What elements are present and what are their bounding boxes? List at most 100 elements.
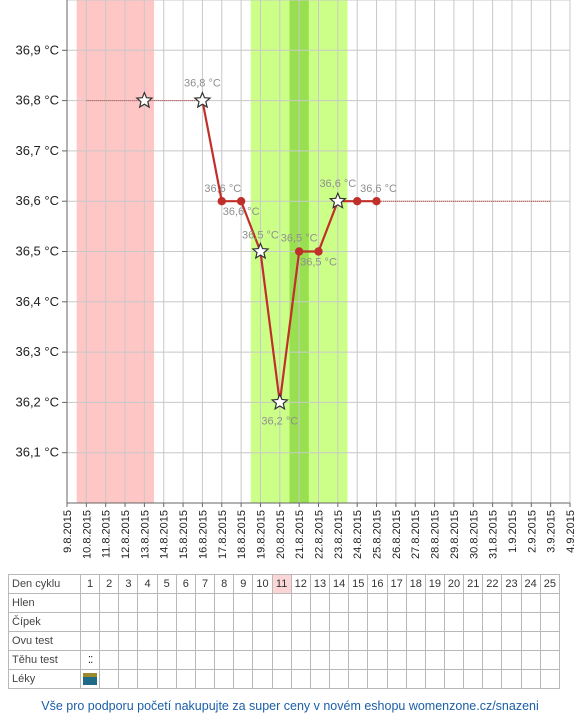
table-cell	[252, 612, 273, 632]
data-label: 36,6 °C	[204, 183, 241, 195]
table-cell	[271, 650, 292, 670]
x-tick-label: 9.8.2015	[62, 510, 74, 553]
x-tick-label: 21.8.2015	[294, 510, 306, 559]
table-row: Hlen	[8, 593, 561, 613]
table-cell	[405, 612, 426, 632]
table-cell	[175, 669, 196, 689]
table-cell	[405, 631, 426, 651]
table-cell	[156, 650, 177, 670]
table-cell	[463, 612, 484, 632]
row-label: Těhu test	[8, 650, 81, 670]
table-cell	[367, 612, 388, 632]
table-cell	[79, 612, 101, 632]
x-tick-label: 23.8.2015	[333, 510, 345, 559]
table-cell	[443, 631, 465, 651]
x-tick-label: 28.8.2015	[430, 510, 442, 559]
table-cell	[386, 612, 407, 632]
table-cell	[329, 593, 350, 613]
table-cell	[99, 612, 120, 632]
table-cell	[367, 650, 388, 670]
table-cell: 18	[405, 574, 426, 594]
promo-link[interactable]: Vše pro podporu početí nakupujte za supe…	[41, 699, 539, 713]
table-cell	[290, 650, 311, 670]
table-cell	[118, 669, 139, 689]
x-tick-label: 31.8.2015	[488, 510, 500, 559]
x-tick-label: 10.8.2015	[81, 510, 93, 559]
dot-marker	[372, 197, 381, 206]
table-cell	[424, 650, 445, 670]
table-cell	[501, 650, 522, 670]
table-cell	[194, 650, 216, 670]
row-label: Hlen	[8, 593, 81, 613]
row-label: Čípek	[8, 612, 81, 632]
y-tick-label: 36,8 °C	[15, 93, 59, 108]
x-tick-label: 18.8.2015	[236, 510, 248, 559]
x-tick-label: 15.8.2015	[178, 510, 190, 559]
table-cell	[482, 650, 503, 670]
dot-marker	[294, 247, 304, 256]
table-cell	[463, 631, 484, 651]
table-cell	[424, 631, 445, 651]
table-cell: 2	[99, 574, 120, 594]
table-cell: 1	[79, 574, 101, 594]
data-label: 36,5 °C	[281, 233, 318, 245]
table-cell	[329, 631, 350, 651]
table-cell	[214, 612, 235, 632]
table-cell	[252, 650, 273, 670]
table-cell	[424, 612, 445, 632]
table-cell	[386, 631, 407, 651]
x-tick-label: 13.8.2015	[139, 510, 151, 559]
table-cell	[233, 650, 254, 670]
row-label: Ovu test	[8, 631, 81, 651]
data-label: 36,5 °C	[242, 230, 279, 242]
table-cell	[118, 612, 139, 632]
table-cell	[309, 593, 331, 613]
table-cell	[367, 631, 388, 651]
table-cell	[309, 650, 331, 670]
table-cell	[175, 612, 196, 632]
table-cell	[482, 631, 503, 651]
table-cell	[156, 593, 177, 613]
table-cell	[539, 593, 561, 613]
star-marker	[328, 191, 347, 209]
table-cell	[214, 631, 235, 651]
table-cell	[309, 631, 331, 651]
table-cell	[137, 593, 158, 613]
table-cell	[175, 593, 196, 613]
table-cell: 22	[482, 574, 503, 594]
data-label: 36,6 °C	[223, 206, 260, 218]
table-cell	[348, 650, 369, 670]
table-cell: 11	[271, 574, 292, 594]
table-cell: 25	[539, 574, 561, 594]
table-cell	[443, 650, 465, 670]
x-tick-label: 19.8.2015	[255, 510, 267, 559]
table-cell	[175, 631, 196, 651]
table-cell	[424, 669, 445, 689]
table-cell	[233, 669, 254, 689]
table-cell	[290, 593, 311, 613]
x-tick-label: 20.8.2015	[275, 510, 287, 559]
x-tick-label: 30.8.2015	[468, 510, 480, 559]
x-tick-label: 11.8.2015	[101, 510, 113, 558]
table-row: Den cyklu 1 2 3 4 5 6 7 8 9 10 11 12 13 14 15 16 17 18 19 20…	[8, 574, 561, 594]
table-cell	[348, 593, 369, 613]
table-cell	[290, 612, 311, 632]
table-cell	[290, 631, 311, 651]
table-cell	[252, 669, 273, 689]
x-tick-label: 24.8.2015	[352, 510, 364, 559]
table-cell	[271, 631, 292, 651]
y-axis: 36,1 °C 36,2 °C 36,3 °C 36,4 °C 36,5 °C 36,6 …	[15, 42, 67, 460]
dot-marker	[314, 247, 323, 256]
table-cell: 4	[137, 574, 158, 594]
table-cell	[367, 593, 388, 613]
table-cell	[271, 669, 292, 689]
table-cell: 21	[463, 574, 484, 594]
table-cell	[194, 669, 216, 689]
table-cell	[137, 669, 158, 689]
y-tick-label: 36,7 °C	[15, 143, 59, 158]
table-cell: 7	[194, 574, 216, 594]
table-cell: 12	[290, 574, 311, 594]
table-cell: 23	[501, 574, 522, 594]
table-cell	[99, 669, 120, 689]
table-cell: 13	[309, 574, 331, 594]
